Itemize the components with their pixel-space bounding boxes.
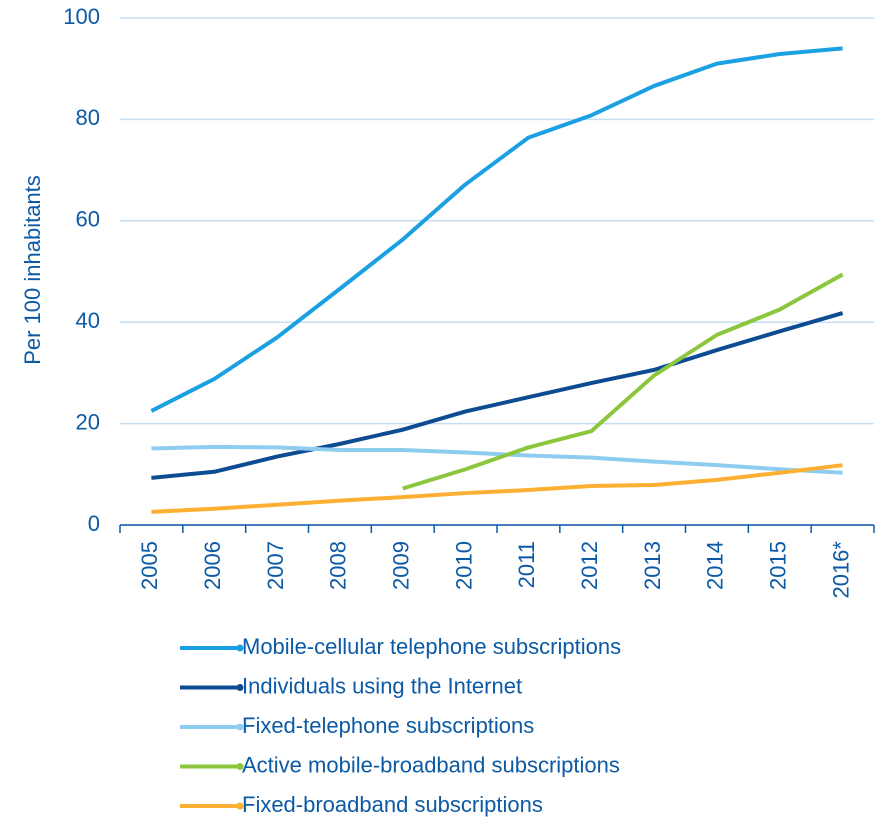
legend-label: Fixed-telephone subscriptions [242,713,534,738]
series-line [402,272,844,491]
series-line [151,463,843,514]
x-tick-label: 2005 [137,541,162,590]
y-tick-label: 60 [76,207,100,232]
series-line [151,444,843,475]
x-tick-label: 2012 [577,541,602,590]
legend-swatch-dot [236,684,244,691]
x-tick-label: 2013 [640,541,665,590]
y-tick-label: 100 [63,4,100,29]
x-tick-label: 2008 [326,541,351,590]
y-tick-label: 0 [88,511,100,536]
series-line [150,46,843,413]
y-tick-label: 80 [76,105,100,130]
x-tick-label: 2016* [828,541,853,599]
legend-swatch-dot [236,644,244,652]
x-tick-label: 2011 [514,541,539,588]
legend-label: Active mobile-broadband subscriptions [242,752,620,777]
x-tick-label: 2014 [703,541,728,590]
legend-label: Fixed-broadband subscriptions [242,792,543,817]
y-tick-label: 20 [76,409,100,434]
x-tick-label: 2009 [389,541,414,590]
x-tick-label: 2010 [451,541,476,590]
legend-swatch-dot [236,723,244,731]
series-line [151,311,844,480]
y-tick-label: 40 [76,308,100,333]
x-tick-label: 2007 [263,541,288,590]
legend-label: Individuals using the Internet [242,673,522,698]
legend-swatch-dot [236,763,244,770]
x-tick-label: 2015 [766,541,791,590]
x-tick-label: 2006 [200,541,225,590]
legend-swatch-dot [236,802,244,810]
y-axis-label: Per 100 inhabitants [20,175,45,365]
legend-label: Mobile-cellular telephone subscriptions [242,634,621,659]
